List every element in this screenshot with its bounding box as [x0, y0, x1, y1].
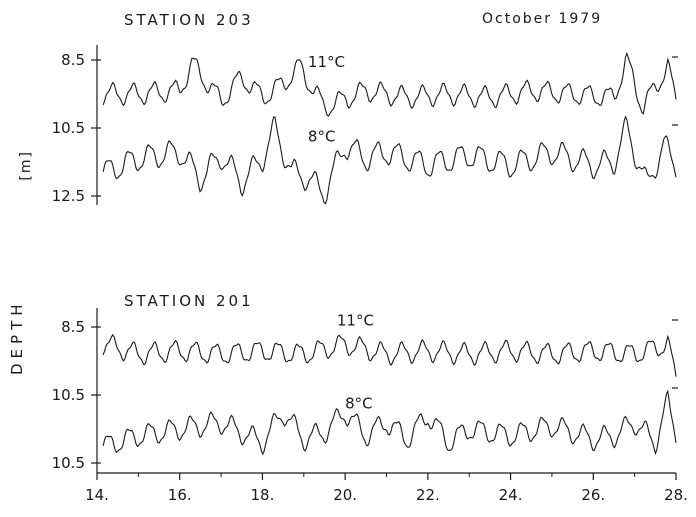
x-tick-label: 14.: [85, 486, 109, 504]
panel-1-y-tick-label: 8.5: [61, 51, 85, 69]
panel-1-y-tick-label: 10.5: [52, 119, 85, 137]
x-tick-label: 18.: [250, 486, 274, 504]
panel-2-series-1-line: [102, 333, 677, 377]
x-tick-label: 28.: [664, 486, 688, 504]
y-axis-label: DEPTH: [8, 299, 26, 375]
panel-2-series-2-line: [102, 389, 677, 456]
panel-1-series-1-line: [102, 51, 677, 118]
station-201-title: STATION 201: [124, 292, 254, 310]
panel-2-y-tick-label: 8.5: [61, 318, 85, 336]
x-tick-label: 16.: [168, 486, 192, 504]
x-tick-label: 20.: [333, 486, 357, 504]
period-label: October 1979: [482, 11, 603, 27]
panel-2-series-2-label: 8°C: [345, 395, 373, 413]
panel-1-series-2-line: [102, 115, 677, 205]
station-203-title: STATION 203: [124, 11, 254, 29]
x-tick-label: 26.: [581, 486, 605, 504]
panel-2-y-tick-label: 10.5: [52, 454, 85, 472]
panel-2-series-1-label: 11°C: [337, 311, 374, 329]
panel-2-y-tick-label: 10.5: [52, 386, 85, 404]
panel-1-series-2-label: 8°C: [308, 128, 336, 146]
x-tick-label: 24.: [499, 486, 523, 504]
y-axis-unit: [m]: [18, 150, 34, 181]
panel-1-y-tick-label: 12.5: [52, 187, 85, 205]
panel-1-series-1-label: 11°C: [308, 53, 345, 71]
x-tick-label: 22.: [416, 486, 440, 504]
